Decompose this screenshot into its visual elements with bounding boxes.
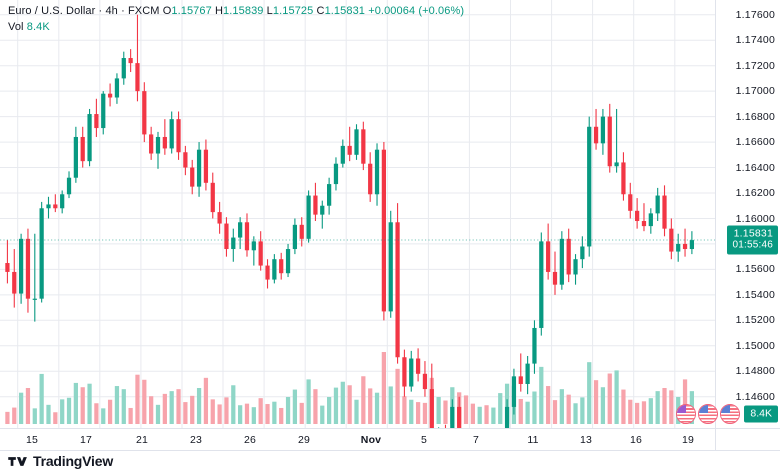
volume-badge[interactable]: 8.4K (744, 405, 778, 423)
candle-bodies (5, 14, 695, 428)
time-axis-tick: 11 (527, 434, 539, 446)
price-axis-tick: 1.15000 (735, 339, 775, 352)
price-axis-tick: 1.17400 (735, 34, 775, 47)
price-axis-tick: 1.15400 (735, 288, 775, 301)
current-price-badge[interactable]: 1.15831 01:55:46 (727, 225, 778, 255)
chart-pane[interactable] (0, 0, 715, 428)
price-axis[interactable]: 1.17600 1.17400 1.17200 1.17000 1.16800 1.166… (715, 0, 780, 428)
economic-event-flag-icon[interactable] (676, 404, 696, 424)
chart-grid (0, 0, 715, 428)
time-axis-corner (715, 428, 780, 451)
economic-event-flag-icon[interactable] (698, 404, 718, 424)
price-axis-tick: 1.14800 (735, 365, 775, 378)
price-axis-tick: 1.16600 (735, 136, 775, 149)
tradingview-logo[interactable]: TradingView (8, 453, 113, 469)
time-axis-tick: 26 (243, 434, 257, 446)
economic-event-flag-icon[interactable] (720, 404, 740, 424)
time-axis-tick: 17 (79, 434, 93, 446)
tradingview-wordmark: TradingView (33, 453, 114, 469)
time-axis-tick: 5 (420, 434, 428, 446)
tradingview-mark-icon (8, 456, 27, 466)
economic-event-markers[interactable] (676, 404, 740, 424)
price-axis-tick: 1.16800 (735, 110, 775, 123)
volume-series (5, 352, 695, 424)
candlestick-series (0, 14, 715, 428)
price-axis-tick: 1.17600 (735, 8, 775, 21)
time-axis-tick: 23 (189, 434, 203, 446)
time-axis-tick: 7 (472, 434, 480, 446)
price-axis-tick: 1.17000 (735, 85, 775, 98)
time-axis[interactable]: 15 17 21 23 26 29 Nov 5 7 11 13 16 19 (0, 428, 715, 451)
time-axis-tick: Nov (360, 434, 382, 446)
price-axis-tick: 1.14600 (735, 390, 775, 403)
time-axis-tick: 19 (681, 434, 695, 446)
bar-countdown: 01:55:46 (732, 239, 773, 251)
time-axis-tick: 15 (25, 434, 39, 446)
price-axis-tick: 1.17200 (735, 59, 775, 72)
time-axis-tick: 16 (629, 434, 643, 446)
price-axis-tick: 1.15200 (735, 314, 775, 327)
price-axis-tick: 1.15600 (735, 263, 775, 276)
footer-bar (0, 450, 780, 471)
price-axis-tick: 1.16400 (735, 161, 775, 174)
time-axis-tick: 21 (135, 434, 149, 446)
time-axis-tick: 29 (297, 434, 311, 446)
time-axis-tick: 13 (579, 434, 593, 446)
price-axis-tick: 1.16000 (735, 212, 775, 225)
price-axis-tick: 1.16200 (735, 187, 775, 199)
current-price-value: 1.15831 (733, 227, 773, 240)
